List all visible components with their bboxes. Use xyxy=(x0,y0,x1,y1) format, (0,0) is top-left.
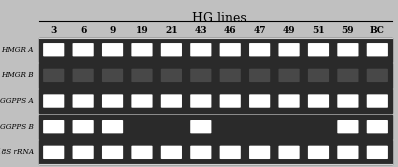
FancyBboxPatch shape xyxy=(308,69,329,82)
FancyBboxPatch shape xyxy=(43,120,64,133)
FancyBboxPatch shape xyxy=(308,94,329,108)
Text: 21: 21 xyxy=(165,26,178,35)
Text: 6: 6 xyxy=(80,26,86,35)
FancyBboxPatch shape xyxy=(43,94,64,108)
FancyBboxPatch shape xyxy=(190,120,211,133)
FancyBboxPatch shape xyxy=(279,146,300,159)
Bar xyxy=(39,89,392,113)
FancyBboxPatch shape xyxy=(72,120,94,133)
Text: 59: 59 xyxy=(341,26,354,35)
FancyBboxPatch shape xyxy=(102,146,123,159)
FancyBboxPatch shape xyxy=(131,69,152,82)
FancyBboxPatch shape xyxy=(102,120,123,133)
FancyBboxPatch shape xyxy=(72,69,94,82)
FancyBboxPatch shape xyxy=(102,43,123,56)
FancyBboxPatch shape xyxy=(220,69,241,82)
FancyBboxPatch shape xyxy=(367,43,388,56)
FancyBboxPatch shape xyxy=(102,69,123,82)
FancyBboxPatch shape xyxy=(72,94,94,108)
Text: 47: 47 xyxy=(254,26,266,35)
FancyBboxPatch shape xyxy=(338,146,359,159)
FancyBboxPatch shape xyxy=(338,69,359,82)
FancyBboxPatch shape xyxy=(220,94,241,108)
FancyBboxPatch shape xyxy=(190,43,211,56)
FancyBboxPatch shape xyxy=(161,43,182,56)
FancyBboxPatch shape xyxy=(279,94,300,108)
Text: HMGR A: HMGR A xyxy=(1,46,34,54)
Text: BC: BC xyxy=(370,26,385,35)
FancyBboxPatch shape xyxy=(308,43,329,56)
FancyBboxPatch shape xyxy=(367,69,388,82)
FancyBboxPatch shape xyxy=(72,146,94,159)
FancyBboxPatch shape xyxy=(43,69,64,82)
FancyBboxPatch shape xyxy=(131,43,152,56)
Text: 19: 19 xyxy=(136,26,148,35)
FancyBboxPatch shape xyxy=(367,146,388,159)
FancyBboxPatch shape xyxy=(338,43,359,56)
Bar xyxy=(39,140,392,164)
FancyBboxPatch shape xyxy=(308,146,329,159)
Text: 3: 3 xyxy=(51,26,57,35)
FancyBboxPatch shape xyxy=(161,69,182,82)
FancyBboxPatch shape xyxy=(338,120,359,133)
FancyBboxPatch shape xyxy=(131,94,152,108)
Text: 18S rRNA: 18S rRNA xyxy=(0,148,34,156)
Text: 9: 9 xyxy=(109,26,116,35)
FancyBboxPatch shape xyxy=(131,146,152,159)
FancyBboxPatch shape xyxy=(190,146,211,159)
Text: HG lines: HG lines xyxy=(191,12,246,25)
FancyBboxPatch shape xyxy=(43,43,64,56)
Bar xyxy=(39,63,392,88)
FancyBboxPatch shape xyxy=(279,69,300,82)
Text: HMGR B: HMGR B xyxy=(1,71,34,79)
Bar xyxy=(39,38,392,62)
FancyBboxPatch shape xyxy=(249,94,270,108)
FancyBboxPatch shape xyxy=(161,146,182,159)
Text: 49: 49 xyxy=(283,26,295,35)
Text: GGPPS B: GGPPS B xyxy=(0,123,34,131)
Text: GGPPS A: GGPPS A xyxy=(0,97,34,105)
FancyBboxPatch shape xyxy=(220,43,241,56)
FancyBboxPatch shape xyxy=(249,69,270,82)
FancyBboxPatch shape xyxy=(249,146,270,159)
FancyBboxPatch shape xyxy=(220,146,241,159)
FancyBboxPatch shape xyxy=(338,94,359,108)
FancyBboxPatch shape xyxy=(367,120,388,133)
FancyBboxPatch shape xyxy=(190,69,211,82)
FancyBboxPatch shape xyxy=(249,43,270,56)
FancyBboxPatch shape xyxy=(279,43,300,56)
FancyBboxPatch shape xyxy=(43,146,64,159)
Text: 51: 51 xyxy=(312,26,325,35)
FancyBboxPatch shape xyxy=(102,94,123,108)
FancyBboxPatch shape xyxy=(190,94,211,108)
FancyBboxPatch shape xyxy=(161,94,182,108)
Text: 46: 46 xyxy=(224,26,236,35)
FancyBboxPatch shape xyxy=(367,94,388,108)
Bar xyxy=(39,115,392,139)
FancyBboxPatch shape xyxy=(72,43,94,56)
Text: 43: 43 xyxy=(195,26,207,35)
